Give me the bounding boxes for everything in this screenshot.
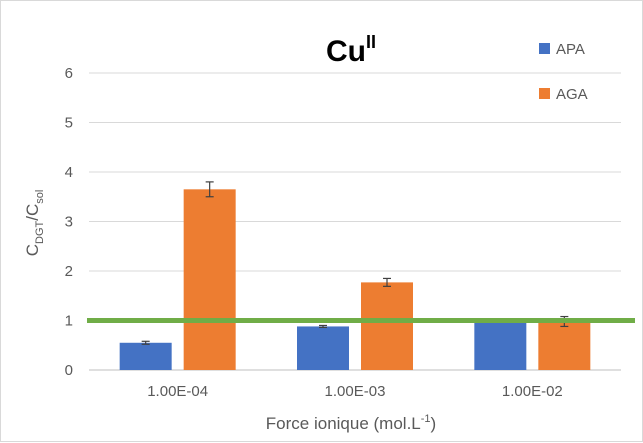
chart-title: CuII xyxy=(326,32,376,68)
y-axis-title-sub1: DGT xyxy=(34,221,46,245)
bars xyxy=(119,189,591,370)
x-axis-title: Force ionique (mol.L-1) xyxy=(266,413,436,433)
bar-aga xyxy=(183,189,236,370)
legend: APA AGA xyxy=(539,41,588,103)
bar-aga xyxy=(361,282,413,370)
y-tick-label: 6 xyxy=(65,65,73,82)
y-tick-label: 5 xyxy=(65,115,73,132)
chart-title-base: Cu xyxy=(326,35,366,68)
legend-item-apa: APA xyxy=(539,41,585,58)
x-tick-label: 1.00E-02 xyxy=(502,383,563,400)
y-tick-label: 1 xyxy=(65,313,73,330)
x-axis-title-sup: -1 xyxy=(421,413,431,425)
y-axis-title-c1: C xyxy=(23,244,42,256)
legend-swatch-apa xyxy=(539,43,550,54)
legend-label-apa: APA xyxy=(556,41,585,58)
y-tick-labels: 0 1 2 3 4 5 6 xyxy=(65,65,73,379)
y-tick-label: 2 xyxy=(65,263,73,280)
x-tick-label: 1.00E-03 xyxy=(325,383,386,400)
bar-aga xyxy=(538,321,591,370)
legend-item-aga: AGA xyxy=(539,86,588,103)
bar-apa xyxy=(474,320,527,370)
bar-apa xyxy=(119,342,172,370)
legend-label-aga: AGA xyxy=(556,86,588,103)
bar-apa xyxy=(297,326,349,370)
x-axis-title-text: Force ionique (mol.L xyxy=(266,414,421,433)
x-tick-label: 1.00E-04 xyxy=(147,383,208,400)
x-tick-labels: 1.00E-04 1.00E-03 1.00E-02 xyxy=(147,383,563,400)
chart-title-sup: II xyxy=(366,32,376,52)
y-axis-title: CDGT/Csol xyxy=(23,190,46,257)
y-tick-label: 3 xyxy=(65,214,73,231)
y-axis-title-sub2: sol xyxy=(34,190,46,204)
y-tick-label: 4 xyxy=(65,164,73,181)
y-tick-label: 0 xyxy=(65,362,73,379)
x-axis-title-suffix: ) xyxy=(431,414,437,433)
y-axis-title-mid: /C xyxy=(23,204,42,221)
legend-swatch-aga xyxy=(539,88,550,99)
